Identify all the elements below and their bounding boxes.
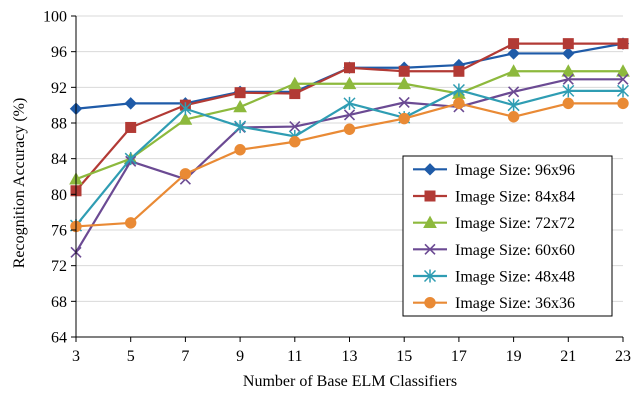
data-point	[617, 97, 629, 110]
legend-item: Image Size: 48x48	[413, 269, 575, 286]
data-point	[289, 136, 301, 148]
x-tick-label: 3	[72, 348, 80, 365]
legend-label: Image Size: 60x60	[455, 242, 575, 259]
legend-item: Image Size: 96x96	[413, 162, 575, 179]
data-point	[342, 76, 357, 90]
legend-label: Image Size: 48x48	[455, 269, 575, 286]
data-point	[617, 38, 629, 50]
y-axis-title: Recognition Accuracy (%)	[11, 98, 28, 269]
legend-label: Image Size: 72x72	[455, 215, 575, 232]
legend-swatch-marker	[423, 269, 437, 283]
y-tick-label: 88	[51, 116, 67, 133]
series-3	[69, 64, 630, 185]
data-point	[179, 102, 192, 116]
legend-item: Image Size: 36x36	[413, 295, 575, 312]
data-point	[178, 112, 193, 125]
legend-swatch-marker	[424, 243, 436, 255]
data-point	[234, 87, 246, 99]
y-tick-label: 80	[51, 187, 67, 204]
x-tick-label: 9	[236, 348, 244, 365]
x-tick-label: 19	[506, 348, 522, 365]
x-tick-label: 13	[342, 348, 358, 365]
data-point	[398, 65, 410, 77]
grid-lines	[76, 15, 623, 302]
data-point	[562, 38, 574, 50]
data-point	[507, 111, 520, 123]
legend-box	[402, 155, 613, 317]
data-point	[562, 73, 574, 85]
tick-labels: 64 68 72 76 80 84 88 92 96 100 3 5 7 9 11 13 15 17 19 21 23	[43, 9, 631, 366]
data-point	[506, 64, 521, 77]
data-point	[617, 73, 629, 85]
data-point	[124, 97, 137, 110]
data-point	[616, 84, 630, 98]
data-point	[616, 64, 630, 77]
data-point	[179, 168, 192, 180]
y-tick-label: 64	[51, 330, 67, 347]
x-axis-title: Number of Base ELM Classifiers	[243, 373, 457, 390]
legend-label: Image Size: 84x84	[455, 189, 575, 206]
y-tick-label: 76	[51, 223, 67, 240]
data-point	[562, 84, 575, 98]
y-tick-label: 96	[51, 44, 67, 61]
data-point	[289, 121, 301, 133]
data-point	[343, 96, 356, 110]
legend-item: Image Size: 60x60	[413, 242, 575, 259]
data-point	[453, 97, 465, 110]
data-point	[561, 64, 576, 77]
data-point	[234, 144, 246, 156]
y-tick-label: 68	[51, 294, 67, 311]
legend-item: Image Size: 84x84	[413, 189, 575, 206]
data-point	[343, 109, 356, 121]
legend: Image Size: 96x96 Image Size: 84x84 Image …	[402, 155, 613, 317]
data-point	[287, 76, 302, 90]
data-point	[343, 123, 356, 135]
data-point	[289, 88, 301, 100]
legend-label: Image Size: 96x96	[455, 162, 575, 179]
data-point	[344, 62, 355, 74]
x-tick-label: 15	[396, 348, 412, 365]
x-tick-label: 7	[181, 348, 189, 365]
data-point	[562, 97, 574, 110]
x-tick-label: 5	[127, 348, 135, 365]
data-point	[398, 96, 410, 109]
series-group	[69, 37, 630, 258]
y-tick-label: 100	[43, 9, 67, 26]
data-point	[124, 152, 137, 166]
data-point	[508, 38, 520, 50]
y-tick-label: 84	[51, 151, 67, 168]
legend-swatch-marker	[424, 190, 436, 202]
legend-label: Image Size: 36x36	[455, 295, 575, 312]
legend-item: Image Size: 72x72	[413, 215, 575, 232]
x-tick-label: 23	[615, 348, 631, 365]
data-point	[397, 76, 412, 90]
legend-swatch-marker	[424, 296, 436, 309]
y-tick-label: 72	[51, 258, 67, 275]
data-point	[453, 65, 465, 77]
data-point	[234, 120, 247, 134]
x-tick-label: 11	[287, 348, 302, 365]
legend-swatch-marker	[423, 215, 437, 228]
data-point	[507, 47, 520, 60]
data-point	[125, 217, 137, 229]
data-point	[507, 98, 520, 112]
series-2	[70, 38, 629, 197]
legend-swatch-marker	[423, 163, 437, 176]
data-point	[452, 83, 465, 97]
data-point	[233, 99, 247, 113]
y-tick-label: 92	[51, 80, 67, 97]
data-point	[125, 121, 137, 133]
axes	[71, 15, 624, 342]
x-tick-label: 17	[451, 348, 467, 365]
data-point	[562, 47, 575, 60]
x-tick-label: 21	[560, 348, 576, 365]
data-point	[398, 112, 410, 125]
data-point	[508, 86, 520, 98]
